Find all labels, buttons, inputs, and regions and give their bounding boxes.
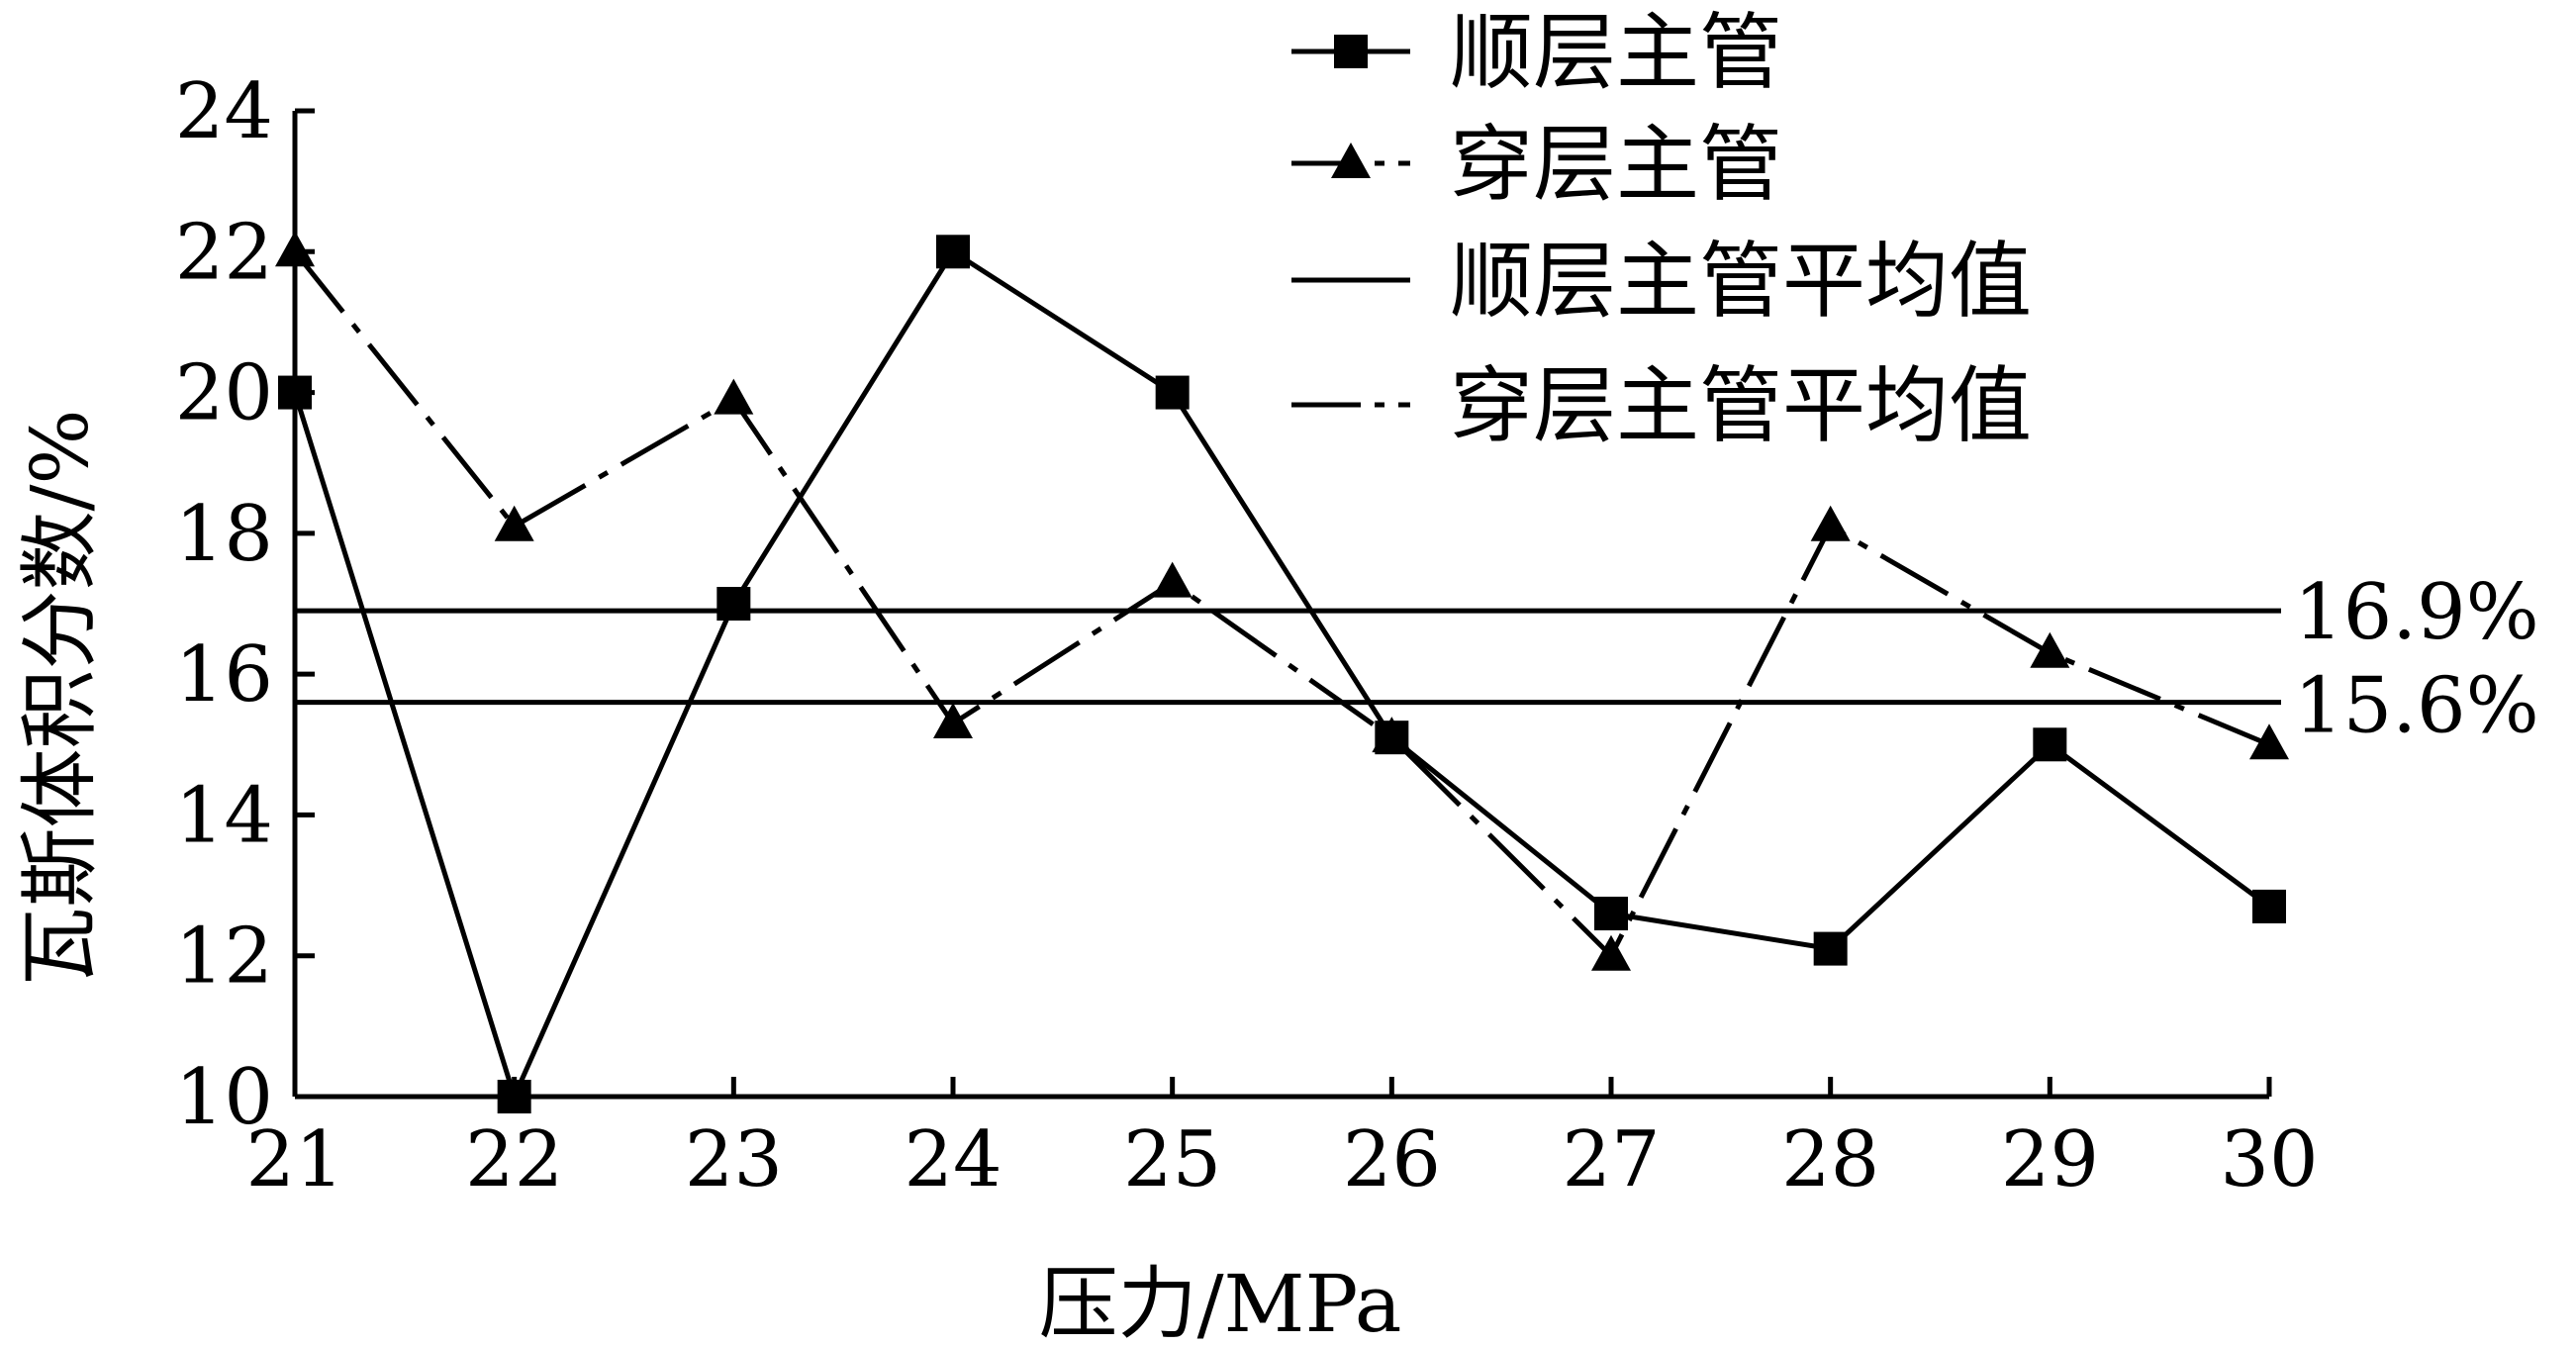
data-point [1813,931,1848,966]
legend-label: 顺层主管平均值 [1450,233,2032,330]
data-point [2252,889,2286,923]
y-tick-label: 12 [175,913,273,1002]
data-point [1591,934,1631,971]
y-axis-label: 瓦斯体积分数/% [14,410,106,987]
x-tick-label: 25 [1123,1115,1221,1204]
data-point [714,378,754,415]
data-point [1372,717,1412,753]
data-point [933,702,973,738]
series-lines [292,247,2271,1105]
x-tick-label: 27 [1562,1115,1660,1204]
series-line [293,249,2270,960]
data-point [497,1080,531,1113]
data-point [275,231,315,267]
legend-marker [1331,143,1371,178]
x-tick-label: 24 [904,1115,1002,1204]
y-tick-label: 10 [175,1053,273,1142]
x-tick-label: 30 [2220,1115,2318,1204]
data-point [494,505,534,541]
x-ticks: 21 22 23 24 25 26 27 28 29 30 [245,1077,2319,1204]
data-point [1152,561,1193,598]
legend-label: 穿层主管平均值 [1450,357,2032,454]
data-point [936,235,970,269]
series-line [292,247,2271,1105]
legend-label: 顺层主管 [1450,4,1782,101]
x-tick-label: 21 [245,1115,343,1204]
legend-label: 穿层主管 [1450,116,1782,213]
legend-marker [1334,35,1368,68]
data-point [1810,505,1851,541]
average-line-label: 16.9% [2294,568,2539,657]
average-lines: 16.9%15.6% [295,568,2539,751]
x-tick-label: 29 [2001,1115,2099,1204]
y-tick-label: 14 [175,771,273,860]
x-tick-label: 23 [685,1115,783,1204]
average-line-label: 15.6% [2294,662,2539,751]
y-tick-label: 16 [175,630,273,720]
y-tick-label: 18 [175,490,273,579]
series-markers [275,231,2289,1113]
y-tick-label: 22 [175,208,273,297]
data-point [716,587,751,621]
x-tick-label: 26 [1343,1115,1441,1204]
data-point [1155,375,1190,410]
data-point [2033,727,2067,762]
data-point [2030,631,2070,668]
axes [292,111,2269,1100]
data-point [278,375,312,410]
x-tick-label: 28 [1781,1115,1879,1204]
x-tick-label: 22 [465,1115,563,1204]
x-axis-label: 压力/MPa [1039,1258,1402,1347]
data-point [1594,897,1628,931]
y-tick-label: 20 [175,349,273,438]
data-point [2249,723,2289,760]
y-tick-label: 24 [175,67,273,156]
